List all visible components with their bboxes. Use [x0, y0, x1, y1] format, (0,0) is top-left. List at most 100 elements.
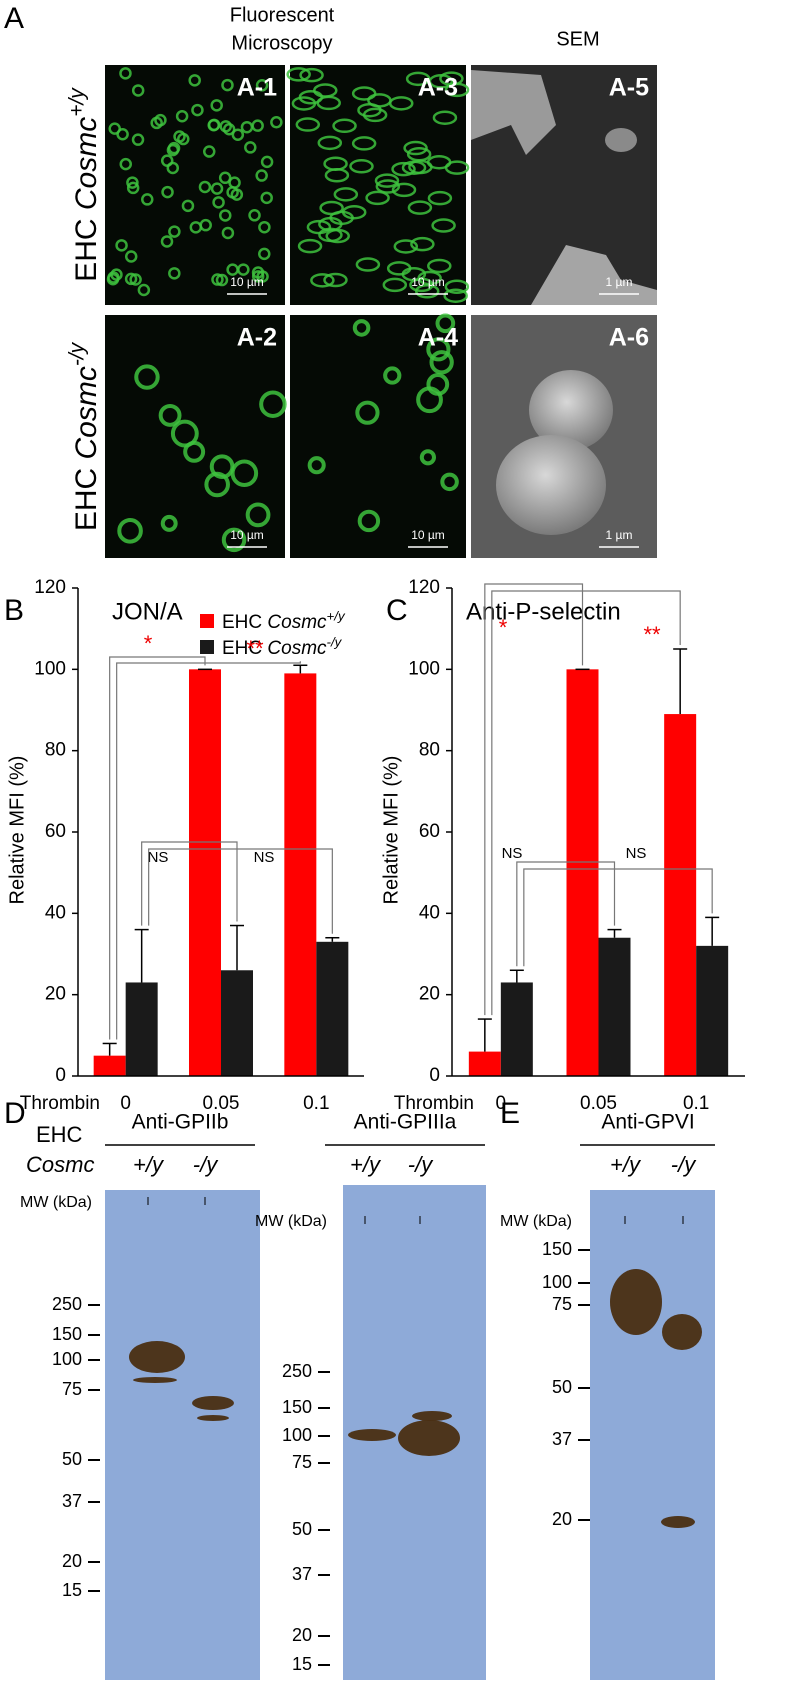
cell	[211, 273, 224, 286]
significance-bracket	[523, 868, 713, 967]
significance-label: **	[246, 636, 264, 661]
error-bar	[509, 969, 524, 983]
x-axis-label: Thrombin	[20, 1093, 100, 1114]
cell	[117, 518, 143, 544]
legend-swatch	[200, 614, 214, 628]
cell	[175, 109, 189, 123]
cell	[126, 176, 139, 189]
cell	[237, 263, 250, 276]
bar	[468, 1051, 501, 1076]
mw-marker: 250	[52, 1294, 82, 1314]
x-tick-label: 0.05	[580, 1093, 617, 1114]
cell	[401, 160, 427, 175]
mw-marker: 37	[62, 1491, 82, 1511]
cell	[158, 403, 182, 427]
cell	[160, 514, 178, 532]
lane-label: +/y	[133, 1152, 165, 1177]
cell	[310, 273, 335, 288]
error-bar	[293, 664, 308, 674]
mw-marker: 20	[62, 1551, 82, 1571]
cell	[444, 160, 470, 175]
tile-label: A-1	[237, 74, 277, 102]
mw-marker: 50	[292, 1519, 312, 1539]
cell	[116, 128, 129, 141]
cell	[427, 258, 452, 274]
cell	[317, 135, 343, 151]
y-tick-label: 80	[45, 740, 66, 761]
band	[398, 1420, 460, 1456]
cell	[173, 130, 186, 143]
significance-label: **	[643, 622, 661, 647]
bar	[500, 982, 533, 1076]
cell	[401, 266, 427, 282]
error-bar	[705, 916, 720, 946]
mw-marker: 150	[52, 1324, 82, 1344]
cell	[166, 143, 180, 157]
y-tick-label: 120	[408, 577, 440, 598]
cell	[374, 173, 400, 188]
chart-title: Anti-P-selectin	[466, 598, 621, 625]
y-tick-label: 60	[45, 821, 66, 842]
cell	[141, 193, 154, 206]
significance-label: NS	[254, 849, 275, 866]
blot-title: Anti-GPVI	[601, 1111, 694, 1134]
cell	[349, 159, 374, 174]
significance-bracket	[116, 661, 301, 1040]
error-bar	[607, 928, 622, 938]
platelet	[605, 128, 637, 152]
scale-bar-label: 10 µm	[230, 528, 264, 542]
significance-bracket	[109, 656, 206, 1040]
y-tick-label: 80	[419, 740, 440, 761]
cell	[313, 83, 338, 98]
chart-title: JON/A	[112, 598, 183, 625]
cell	[215, 273, 229, 287]
cell	[406, 146, 432, 162]
mw-marker: 37	[552, 1429, 572, 1449]
cell	[332, 118, 357, 134]
cell	[115, 239, 128, 252]
blot-title: Anti-GPIIb	[132, 1111, 229, 1134]
scale-bar-label: 1 µm	[606, 275, 633, 289]
cell	[323, 272, 348, 288]
cell	[259, 390, 287, 418]
lane-label: -/y	[193, 1152, 219, 1177]
cell	[255, 79, 269, 92]
cell	[410, 236, 435, 252]
cell	[260, 191, 273, 205]
band	[662, 1314, 702, 1350]
tile-label: A-6	[609, 324, 649, 352]
significance-label: *	[499, 615, 508, 640]
cell	[391, 182, 417, 198]
bar	[93, 1055, 126, 1076]
cell	[231, 128, 245, 141]
significance-bracket	[148, 848, 333, 934]
scale-bar-label: 10 µm	[230, 275, 264, 289]
cell	[432, 110, 458, 125]
x-tick-label: 0.1	[303, 1093, 329, 1114]
mw-marker: 15	[62, 1580, 82, 1600]
cell	[221, 226, 235, 240]
band	[197, 1415, 229, 1421]
bar	[598, 937, 631, 1076]
cell	[212, 196, 225, 209]
mw-marker: 100	[542, 1272, 572, 1292]
y-tick-label: 0	[55, 1065, 66, 1086]
cell	[219, 209, 232, 222]
significance-label: NS	[148, 849, 169, 866]
y-tick-label: 60	[419, 821, 440, 842]
cell	[393, 239, 419, 254]
significance-bracket	[516, 861, 616, 967]
cell	[191, 103, 204, 117]
mw-marker: 15	[292, 1654, 312, 1674]
micrograph	[471, 315, 657, 558]
mw-label: MW (kDa)	[20, 1194, 92, 1211]
error-bar	[673, 648, 688, 715]
cell	[228, 176, 241, 189]
panel-label: E	[500, 1097, 520, 1130]
column-header: SEM	[556, 28, 599, 50]
mw-marker: 75	[292, 1452, 312, 1472]
mw-marker: 50	[62, 1449, 82, 1469]
panel-label: C	[386, 594, 408, 627]
cell	[260, 155, 274, 169]
error-bar	[230, 924, 244, 971]
